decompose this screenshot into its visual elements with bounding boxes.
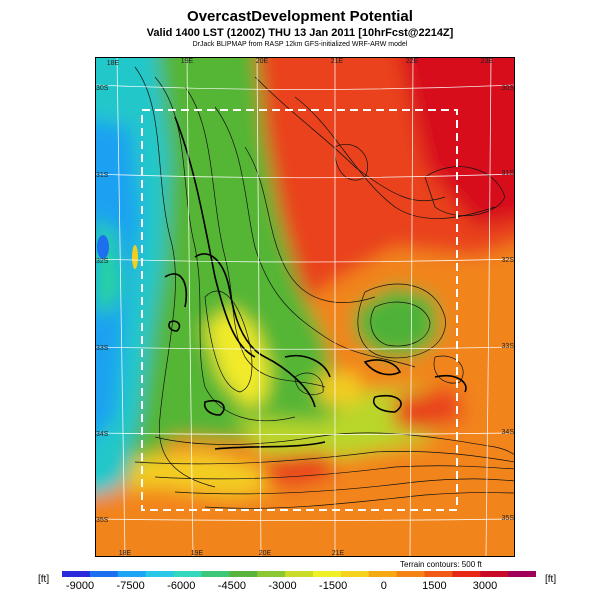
lat-label: 30S (96, 85, 109, 92)
colorbar-swatch (89, 571, 119, 577)
lat-label: 35S (96, 517, 109, 524)
lat-labels-right: 30S 31S 32S 33S 34S 35S (502, 85, 515, 522)
lat-labels-left: 30S 31S 32S 33S 34S 35S (96, 85, 109, 524)
lon-labels-bottom: 18E 19E 20E 21E (119, 550, 345, 557)
colorbar-tick-label: 1500 (422, 580, 447, 592)
colorbar-tick-label: -4500 (217, 580, 246, 592)
lat-label: 33S (502, 343, 515, 350)
colorbar-tick-label: -7500 (116, 580, 145, 592)
colorbar-tick-label: 0 (380, 580, 387, 592)
colorbar-tick-label: -1500 (319, 580, 348, 592)
colorbar-swatch (145, 571, 175, 577)
overcast-potential-map: 18E 19E 20E 21E 22E 23E 18E 19E 20E 21E … (95, 57, 515, 557)
lon-label: 19E (181, 58, 194, 65)
model-credit: DrJack BLIPMAP from RASP 12km GFS-initia… (192, 41, 408, 48)
colorbar-swatch (285, 571, 314, 577)
colorbar-ticks: -9000 -7500 -6000 -4500 -3000 -1500 0 1500 3000 (0, 580, 600, 596)
lon-label: 21E (331, 58, 344, 65)
colorbar-swatch (173, 571, 202, 577)
map-subtitle: Valid 1400 LST (1200Z) THU 13 Jan 2011 [… (146, 27, 454, 39)
colorbar-swatch (62, 571, 91, 577)
colorbar-tick-label: 3000 (472, 580, 498, 592)
coastal-patch (97, 235, 109, 259)
lat-lon-grid (95, 57, 515, 557)
lat-label: 34S (502, 429, 515, 436)
terrain-contours-bold (164, 116, 467, 450)
lat-label: 31S (96, 172, 109, 179)
lat-label: 33S (96, 345, 109, 352)
inner-domain-boundary (141, 109, 458, 511)
colorbar-swatch (480, 571, 509, 577)
colorbar-swatch (508, 571, 536, 577)
lat-label: 35S (502, 515, 515, 522)
colorbar-tick-label: -9000 (65, 580, 95, 592)
colorbar-unit-left: [ft] (38, 574, 50, 585)
lat-label: 31S (502, 170, 515, 177)
colorbar-swatch (312, 571, 342, 577)
colorbar-swatch (452, 571, 481, 577)
lon-label: 20E (256, 58, 269, 65)
colorbar-swatch (424, 571, 453, 577)
lon-labels-top: 18E 19E 20E 21E 22E 23E (107, 58, 494, 67)
lon-label: 20E (259, 550, 272, 557)
lon-label: 23E (481, 58, 494, 65)
contour-note: Terrain contours: 500 ft (400, 560, 482, 569)
lat-label: 30S (502, 85, 515, 92)
colorbar-swatch (117, 571, 147, 577)
lon-label: 21E (332, 550, 345, 557)
lon-label: 18E (119, 550, 132, 557)
lat-label: 32S (502, 257, 515, 264)
colorbar-tick-label: -6000 (167, 580, 196, 592)
colorbar-swatch (340, 571, 370, 577)
lon-label: 22E (406, 58, 419, 65)
terrain-contours (134, 66, 515, 509)
colorbar-swatch (229, 571, 258, 577)
colorbar-swatch (257, 571, 286, 577)
colorbar-swatch (201, 571, 230, 577)
lat-label: 32S (96, 258, 109, 265)
map-frame (95, 57, 515, 557)
colorbar-swatch (368, 571, 398, 577)
map-title: OvercastDevelopment Potential (187, 8, 413, 25)
coastal-patch (132, 245, 138, 269)
lat-label: 34S (96, 431, 109, 438)
colorbar (62, 571, 536, 577)
colorbar-tick-label: -3000 (268, 580, 297, 592)
colorbar-swatch (396, 571, 425, 577)
field-shading (95, 57, 515, 557)
lon-label: 19E (191, 550, 204, 557)
lon-label: 18E (107, 60, 120, 67)
colorbar-unit-right: [ft] (545, 574, 557, 585)
